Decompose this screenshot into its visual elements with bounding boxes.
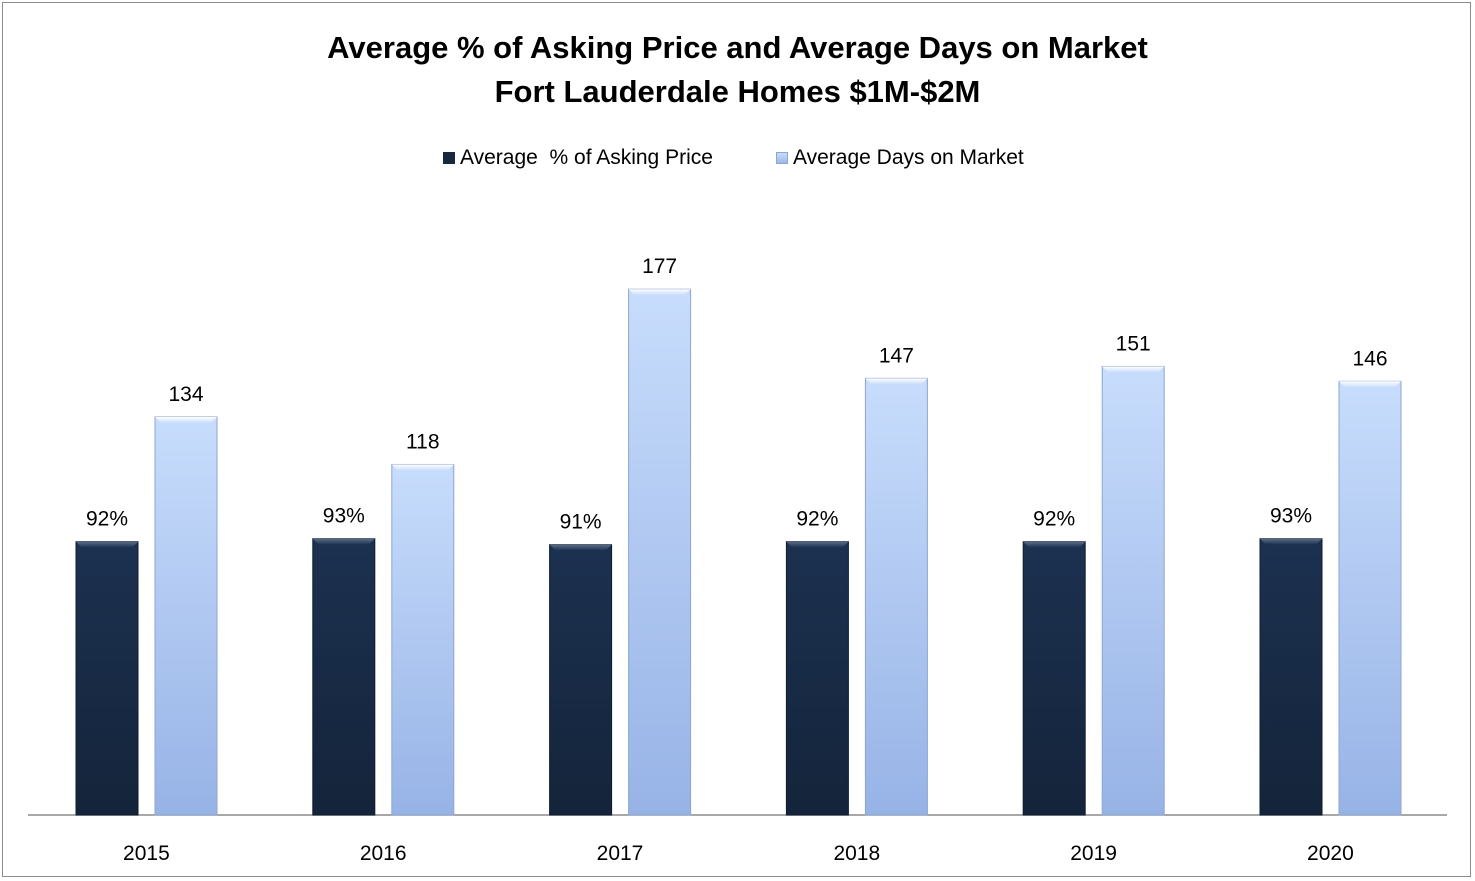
bar-asking-price-2017 [549, 544, 613, 816]
data-label-days-on-market-2016: 118 [406, 430, 439, 453]
bar-days-on-market-2020 [1338, 380, 1402, 816]
bar-days-on-market-2015 [154, 416, 218, 816]
bar-cap-asking-price-2015 [76, 541, 138, 548]
bar-cap-days-on-market-2020 [1339, 381, 1401, 388]
data-label-days-on-market-2020: 146 [1352, 347, 1387, 370]
x-tick-label-2017: 2017 [597, 842, 644, 865]
bars-layer [75, 288, 1402, 816]
x-tick-label-2019: 2019 [1070, 842, 1117, 865]
bar-asking-price-2018 [785, 541, 849, 816]
bar-cap-days-on-market-2018 [865, 378, 928, 385]
data-label-days-on-market-2015: 134 [168, 383, 203, 406]
labels-layer: 92% 134 2015 93% 118 2016 91% 177 2017 92% 147 2018… [86, 255, 1388, 865]
x-tick-label-2018: 2018 [833, 842, 880, 865]
bar-days-on-market-2016 [391, 463, 455, 816]
bar-asking-price-2019 [1022, 541, 1086, 816]
chart-title: Average % of Asking Price and Average Da… [327, 30, 1148, 65]
bar-cap-asking-price-2017 [549, 544, 612, 551]
legend-label-asking-price: Average % of Asking Price [460, 146, 713, 169]
bar-cap-asking-price-2018 [786, 541, 849, 548]
x-tick-label-2020: 2020 [1307, 842, 1354, 865]
bar-asking-price-2016 [312, 538, 376, 816]
chart-legend: Average % of Asking Price Average Days o… [0, 146, 1475, 170]
legend-label-days-on-market: Average Days on Market [793, 146, 1024, 169]
bar-asking-price-2020 [1259, 538, 1323, 816]
data-label-asking-price-2020: 93% [1270, 505, 1312, 528]
data-label-asking-price-2015: 92% [86, 508, 128, 531]
data-label-days-on-market-2017: 177 [642, 255, 677, 278]
bar-days-on-market-2019 [1101, 365, 1165, 816]
legend-item-asking-price: Average % of Asking Price [443, 146, 713, 170]
bar-cap-days-on-market-2016 [391, 464, 454, 471]
bar-cap-asking-price-2016 [312, 538, 375, 545]
bar-days-on-market-2018 [864, 377, 928, 816]
bar-days-on-market-2017 [628, 288, 692, 816]
legend-swatch-asking-price [443, 152, 455, 164]
bar-cap-days-on-market-2017 [628, 289, 691, 296]
bar-cap-days-on-market-2019 [1102, 366, 1165, 373]
legend-item-days-on-market: Average Days on Market [776, 146, 1024, 170]
bar-asking-price-2015 [75, 541, 139, 816]
x-tick-label-2016: 2016 [360, 842, 407, 865]
data-label-asking-price-2017: 91% [560, 511, 602, 534]
chart-subtitle: Fort Lauderdale Homes $1M-$2M [494, 74, 981, 109]
bar-cap-asking-price-2020 [1260, 538, 1322, 545]
data-label-asking-price-2016: 93% [323, 505, 365, 528]
data-label-asking-price-2018: 92% [796, 508, 838, 531]
data-label-asking-price-2019: 92% [1033, 508, 1075, 531]
bar-cap-days-on-market-2015 [155, 416, 217, 423]
data-label-days-on-market-2018: 147 [879, 344, 914, 367]
data-label-days-on-market-2019: 151 [1116, 332, 1151, 355]
x-tick-label-2015: 2015 [123, 842, 170, 865]
legend-swatch-days-on-market [776, 152, 788, 164]
bar-cap-asking-price-2019 [1023, 541, 1086, 548]
